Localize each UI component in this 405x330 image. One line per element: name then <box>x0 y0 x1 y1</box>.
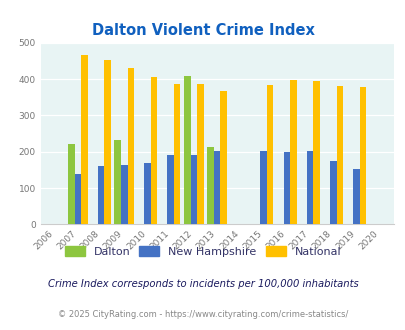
Bar <box>127 68 134 224</box>
Bar <box>81 55 87 224</box>
Bar <box>197 84 203 224</box>
Bar <box>98 166 104 224</box>
Bar <box>144 163 150 224</box>
Bar <box>207 147 213 224</box>
Bar <box>290 80 296 224</box>
Bar <box>336 86 342 224</box>
Text: Crime Index corresponds to incidents per 100,000 inhabitants: Crime Index corresponds to incidents per… <box>47 279 358 289</box>
Bar <box>150 77 157 224</box>
Bar <box>121 165 127 224</box>
Bar <box>174 84 180 224</box>
Bar <box>329 161 336 224</box>
Bar <box>306 151 313 224</box>
Bar <box>266 85 273 224</box>
Bar <box>184 76 190 224</box>
Bar <box>114 140 121 224</box>
Text: Dalton Violent Crime Index: Dalton Violent Crime Index <box>92 23 313 38</box>
Bar <box>190 155 197 224</box>
Bar <box>213 151 220 224</box>
Bar <box>352 169 359 224</box>
Bar <box>104 60 111 224</box>
Bar <box>283 152 290 224</box>
Bar <box>359 87 365 224</box>
Bar <box>68 144 75 224</box>
Bar <box>167 155 174 224</box>
Bar <box>260 151 266 224</box>
Legend: Dalton, New Hampshire, National: Dalton, New Hampshire, National <box>65 247 340 257</box>
Bar <box>220 91 226 224</box>
Text: © 2025 CityRating.com - https://www.cityrating.com/crime-statistics/: © 2025 CityRating.com - https://www.city… <box>58 310 347 319</box>
Bar <box>313 82 319 224</box>
Bar <box>75 174 81 224</box>
